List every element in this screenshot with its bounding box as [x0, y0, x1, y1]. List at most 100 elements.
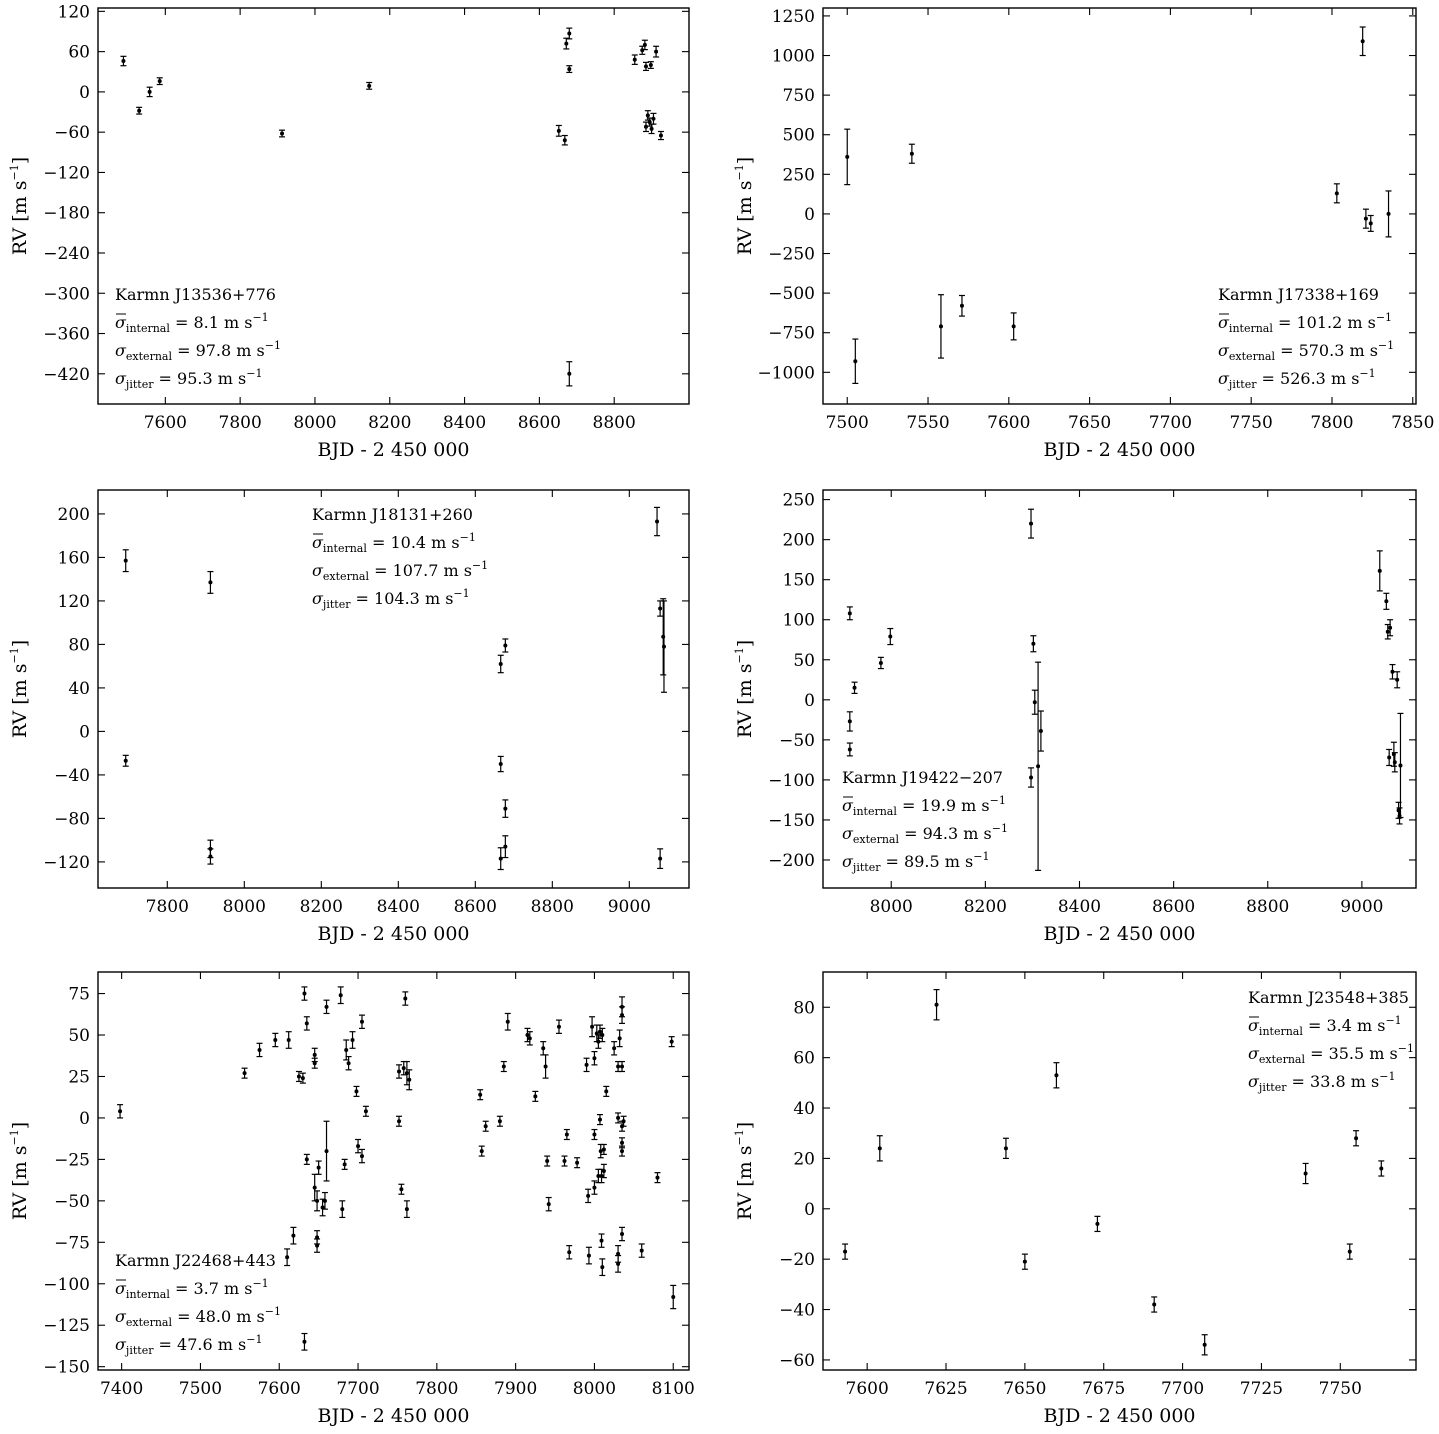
data-point: [349, 1031, 356, 1049]
data-point: [1028, 508, 1035, 539]
data-point: [600, 1143, 607, 1156]
x-tick-label: 7750: [1230, 413, 1273, 433]
point-marker: [404, 1207, 409, 1212]
x-tick-label: 7650: [1068, 413, 1111, 433]
x-axis-label: BJD - 2 450 000: [1043, 923, 1195, 945]
y-axis-label: RV [m s−1]: [8, 640, 31, 738]
data-point: [120, 55, 127, 67]
point-marker: [1386, 211, 1391, 216]
data-point: [599, 1027, 606, 1043]
data-point: [615, 1112, 622, 1124]
point-marker: [959, 303, 964, 308]
x-tick-label: 7800: [1310, 413, 1353, 433]
data-point: [502, 799, 509, 818]
data-point: [1378, 1160, 1385, 1177]
data-point: [314, 1238, 321, 1253]
plot-frame: [97, 489, 690, 889]
y-tick-label: −1000: [757, 363, 815, 383]
data-point: [641, 39, 648, 51]
point-marker: [1031, 641, 1036, 646]
point-marker: [596, 1039, 601, 1044]
point-marker: [620, 1149, 625, 1154]
point-marker: [594, 1031, 599, 1036]
data-point: [496, 1115, 503, 1127]
data-point: [284, 1248, 291, 1267]
y-tick-label: −60: [779, 1351, 815, 1371]
point-marker: [620, 1232, 625, 1237]
y-tick-label: −150: [768, 811, 815, 831]
y-tick-label: −125: [43, 1316, 90, 1336]
point-marker: [621, 1119, 626, 1124]
y-tick-label: −50: [54, 1192, 90, 1212]
point-marker: [1377, 568, 1382, 573]
point-marker: [1363, 216, 1368, 221]
data-point: [619, 1145, 626, 1157]
point-marker: [597, 1029, 602, 1034]
point-marker: [642, 42, 647, 47]
data-point: [339, 1200, 346, 1219]
data-point: [1010, 312, 1017, 341]
y-tick-label: 75: [68, 985, 90, 1005]
data-point: [642, 121, 649, 133]
sigma-jitter: σjitter = 89.5 m s−1: [842, 850, 989, 874]
point-marker: [350, 1037, 355, 1042]
point-marker: [847, 719, 852, 724]
point-marker: [322, 1198, 327, 1203]
y-tick-label: −100: [768, 771, 815, 791]
data-point: [1391, 752, 1398, 773]
data-point: [497, 654, 504, 674]
point-marker: [1334, 191, 1339, 196]
data-point: [355, 1138, 362, 1154]
data-point: [561, 134, 568, 146]
point-marker: [643, 64, 648, 69]
point-marker: [315, 1243, 320, 1248]
plot-frame: [97, 971, 690, 1371]
point-marker: [612, 1046, 617, 1051]
point-marker: [118, 1109, 123, 1114]
data-point: [1389, 663, 1396, 680]
point-marker: [1395, 677, 1400, 682]
data-point: [290, 1226, 297, 1245]
x-tick-label: 8600: [1152, 897, 1195, 917]
point-marker: [599, 1238, 604, 1243]
y-tick-label: −120: [43, 853, 90, 873]
data-point: [566, 65, 573, 74]
data-point: [1201, 1334, 1208, 1356]
data-point: [406, 1069, 413, 1091]
sigma-internal: σinternal = 8.1 m s−1: [115, 311, 269, 335]
data-point: [477, 1089, 484, 1101]
point-marker: [340, 1207, 345, 1212]
point-marker: [909, 151, 914, 156]
x-tick-label: 7725: [1240, 1379, 1283, 1399]
x-tick-label: 8100: [652, 1379, 695, 1399]
point-marker: [1036, 764, 1041, 769]
point-marker: [601, 1169, 606, 1173]
point-marker: [541, 1046, 546, 1051]
data-point: [1353, 1130, 1360, 1147]
data-point: [648, 123, 655, 135]
y-tick-label: 80: [68, 635, 90, 655]
y-tick-label: −420: [43, 365, 90, 385]
data-point: [1002, 1137, 1009, 1160]
x-tick-label: 8000: [870, 897, 913, 917]
point-marker: [1354, 1136, 1359, 1141]
x-tick-label: 7400: [100, 1379, 143, 1399]
data-point: [315, 1160, 322, 1175]
x-tick-label: 8800: [593, 413, 636, 433]
data-point: [396, 1115, 403, 1127]
data-point: [555, 1019, 562, 1034]
sigma-internal: σinternal = 3.7 m s−1: [115, 1277, 269, 1301]
data-point: [366, 81, 373, 90]
point-marker: [938, 324, 943, 329]
point-marker: [1003, 1146, 1008, 1151]
x-tick-label: 7700: [1161, 1379, 1204, 1399]
data-point: [876, 1135, 883, 1162]
point-marker: [645, 113, 650, 118]
point-marker: [1387, 755, 1392, 760]
point-marker: [639, 1248, 644, 1253]
point-marker: [643, 124, 648, 129]
point-marker: [934, 1002, 939, 1007]
x-tick-label: 8400: [1058, 897, 1101, 917]
point-marker: [592, 1132, 597, 1137]
data-point: [482, 1120, 489, 1132]
